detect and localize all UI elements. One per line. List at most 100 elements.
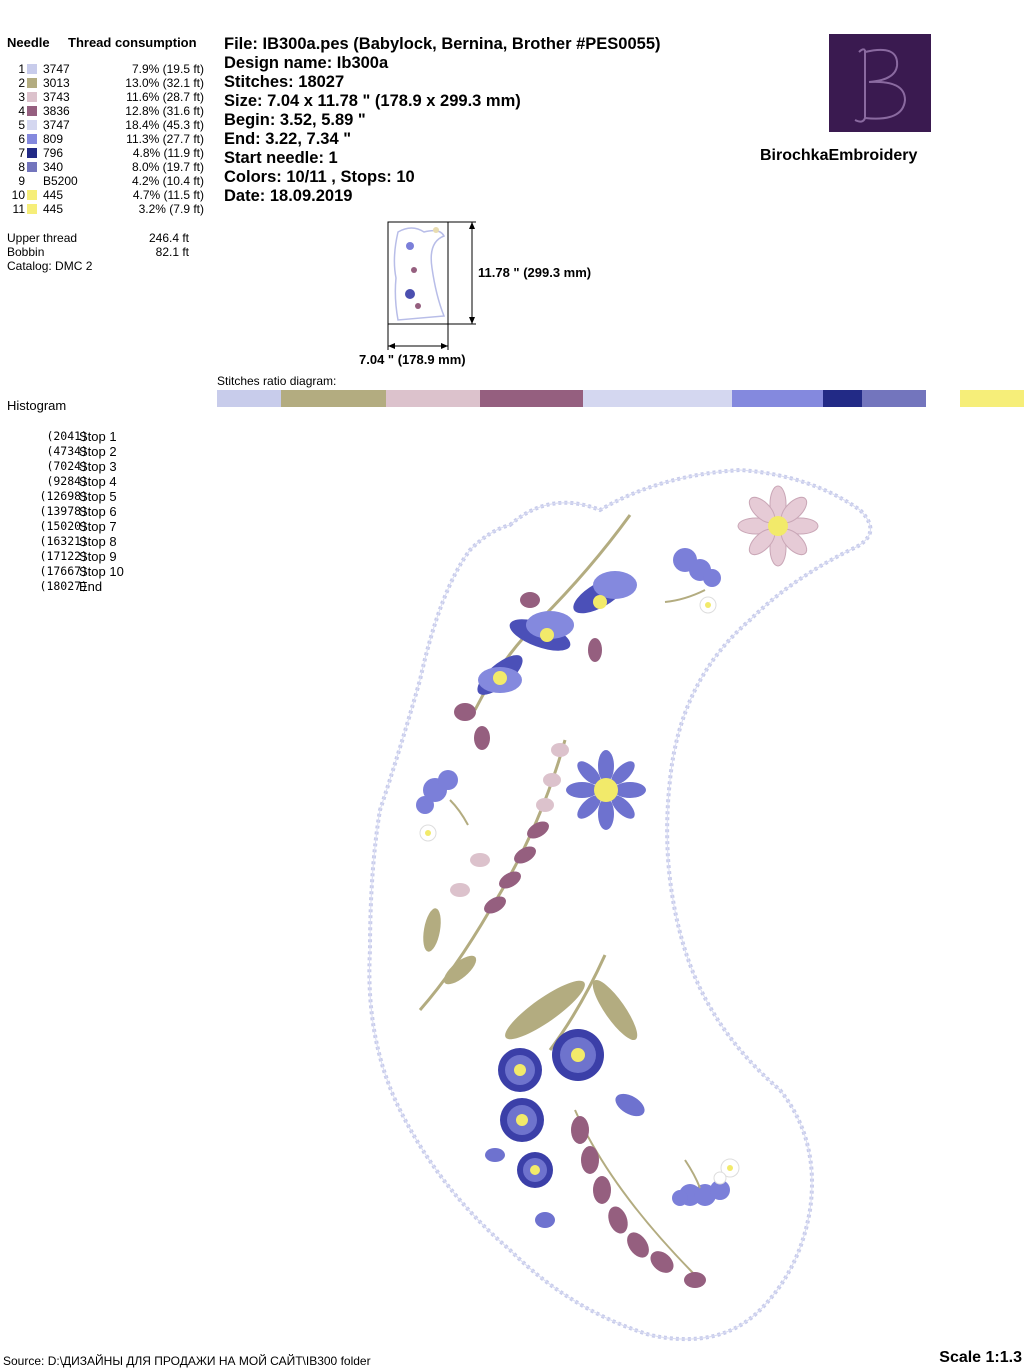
- needle-number: 3: [18, 90, 25, 104]
- stop-row: (9284) Stop 4: [16, 474, 166, 489]
- thread-code: 445: [43, 188, 64, 202]
- needle-color-swatch: [27, 176, 37, 186]
- needle-row: 5 3747 18.4% (45.3 ft): [7, 118, 212, 132]
- scale-label: Scale 1:1.3: [939, 1349, 1022, 1366]
- needle-color-swatch: [27, 78, 37, 88]
- thread-consumption: 3.2% (7.9 ft): [138, 202, 204, 216]
- thread-summary: Upper thread 246.4 ft Bobbin 82.1 ft Catal…: [7, 231, 197, 273]
- thread-code: 809: [43, 132, 64, 146]
- ratio-segment: [731, 390, 823, 407]
- brand-logo: [829, 34, 931, 132]
- stop-label: Stop 3: [79, 459, 117, 474]
- ratio-segment: [385, 390, 480, 407]
- catalog-label: Catalog: DMC 2: [7, 259, 93, 273]
- needle-row: 3 3743 11.6% (28.7 ft): [7, 90, 212, 104]
- stop-row: (15020) Stop 7: [16, 519, 166, 534]
- needle-column-header: Needle: [7, 35, 50, 50]
- needle-number: 8: [18, 160, 25, 174]
- needle-row: 9 B5200 4.2% (10.4 ft): [7, 174, 212, 188]
- needle-number: 4: [18, 104, 25, 118]
- ratio-segment: [280, 390, 386, 407]
- needle-color-swatch: [27, 148, 37, 158]
- stop-label: Stop 10: [79, 564, 124, 579]
- thread-consumption: 4.8% (11.9 ft): [132, 146, 204, 160]
- stop-stitch-count: (17122): [39, 549, 88, 563]
- design-thumbnail: [387, 221, 476, 350]
- upper-thread-value: 246.4 ft: [148, 231, 189, 245]
- thread-consumption: 4.7% (11.5 ft): [132, 188, 204, 202]
- needle-number: 9: [18, 174, 25, 188]
- thread-consumption: 4.2% (10.4 ft): [131, 174, 204, 188]
- logo-monogram-icon: [829, 34, 931, 132]
- ratio-segment: [998, 390, 1024, 407]
- thread-code: 3836: [43, 104, 70, 118]
- stop-label: Stop 4: [79, 474, 117, 489]
- ratio-segment: [926, 390, 961, 407]
- stop-stitch-count: (12698): [39, 489, 88, 503]
- stop-label: Stop 2: [79, 444, 117, 459]
- needle-row: 6 809 11.3% (27.7 ft): [7, 132, 212, 146]
- colors-line: Colors: 10/11 , Stops: 10: [224, 168, 415, 186]
- end-line: End: 3.22, 7.34 ": [224, 130, 352, 148]
- needle-color-swatch: [27, 106, 37, 116]
- needle-row: 10 445 4.7% (11.5 ft): [7, 188, 212, 202]
- ratio-segment: [479, 390, 583, 407]
- needle-color-swatch: [27, 120, 37, 130]
- stop-row: (7024) Stop 3: [16, 459, 166, 474]
- thread-consumption: 11.6% (28.7 ft): [126, 90, 204, 104]
- thread-consumption: 13.0% (32.1 ft): [125, 76, 204, 90]
- height-dimension: 11.78 " (299.3 mm): [478, 265, 592, 280]
- needle-number: 11: [12, 202, 25, 216]
- stop-row: (12698) Stop 5: [16, 489, 166, 504]
- stops-list: (2041) Stop 1 (4734) Stop 2 (7024) Stop 3 (928…: [16, 429, 166, 594]
- thread-consumption: 7.9% (19.5 ft): [131, 62, 204, 76]
- stop-stitch-count: (18027): [39, 579, 88, 593]
- needle-color-swatch: [27, 134, 37, 144]
- needle-row: 2 3013 13.0% (32.1 ft): [7, 76, 212, 90]
- size-line: Size: 7.04 x 11.78 " (178.9 x 299.3 mm): [224, 92, 521, 110]
- needle-row: 4 3836 12.8% (31.6 ft): [7, 104, 212, 118]
- stop-row: (13978) Stop 6: [16, 504, 166, 519]
- needle-number: 5: [18, 118, 25, 132]
- thread-code: 3743: [43, 90, 70, 104]
- stop-stitch-count: (4734): [46, 444, 88, 458]
- begin-line: Begin: 3.52, 5.89 ": [224, 111, 366, 129]
- stop-row: (17667) Stop 10: [16, 564, 166, 579]
- brand-name: BirochkaEmbroidery: [760, 147, 918, 164]
- thread-consumption: 11.3% (27.7 ft): [126, 132, 204, 146]
- needle-number: 1: [18, 62, 25, 76]
- needle-number: 6: [18, 132, 25, 146]
- needle-color-swatch: [27, 190, 37, 200]
- ratio-segment: [960, 390, 999, 407]
- needle-color-swatch: [27, 64, 37, 74]
- stop-label: End: [79, 579, 103, 594]
- needle-number: 2: [18, 76, 25, 90]
- ratio-segment: [582, 390, 732, 407]
- start-needle-line: Start needle: 1: [224, 149, 338, 167]
- stop-stitch-count: (9284): [46, 474, 88, 488]
- upper-thread-label: Upper thread: [7, 231, 78, 245]
- ratio-segment: [822, 390, 862, 407]
- embroidery-preview: [367, 467, 873, 1342]
- needle-row: 1 3747 7.9% (19.5 ft): [7, 62, 212, 76]
- stop-row: (4734) Stop 2: [16, 444, 166, 459]
- thread-code: 3747: [43, 118, 70, 132]
- needle-table: 1 3747 7.9% (19.5 ft) 2 3013 13.0% (32.1 ft) 3…: [7, 62, 212, 216]
- histogram-title: Histogram: [7, 398, 67, 413]
- stop-row: (18027) End: [16, 579, 166, 594]
- needle-row: 7 796 4.8% (11.9 ft): [7, 146, 212, 160]
- stitches-line: Stitches: 18027: [224, 73, 345, 91]
- design-name-line: Design name: Ib300a: [224, 54, 389, 72]
- needle-number: 7: [18, 146, 25, 160]
- thread-code: 3013: [43, 76, 70, 90]
- thread-code: 3747: [43, 62, 70, 76]
- thread-code: B5200: [43, 174, 78, 188]
- stop-row: (2041) Stop 1: [16, 429, 166, 444]
- stop-label: Stop 8: [79, 534, 117, 549]
- needle-row: 8 340 8.0% (19.7 ft): [7, 160, 212, 174]
- needle-number: 10: [11, 188, 25, 202]
- stop-label: Stop 5: [79, 489, 117, 504]
- stop-stitch-count: (16321): [39, 534, 88, 548]
- stop-stitch-count: (7024): [46, 459, 88, 473]
- stop-stitch-count: (17667): [39, 564, 88, 578]
